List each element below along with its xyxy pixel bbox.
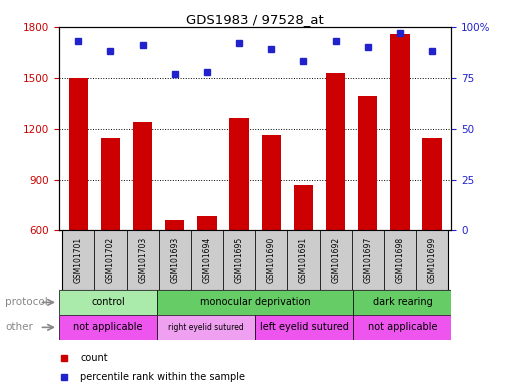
Text: dark rearing: dark rearing bbox=[372, 297, 432, 308]
Bar bbox=[159, 230, 191, 290]
Title: GDS1983 / 97528_at: GDS1983 / 97528_at bbox=[186, 13, 324, 26]
Text: not applicable: not applicable bbox=[368, 322, 437, 333]
Bar bbox=[255, 315, 353, 340]
Bar bbox=[59, 290, 157, 315]
Text: GSM101702: GSM101702 bbox=[106, 237, 115, 283]
Bar bbox=[62, 230, 94, 290]
Bar bbox=[358, 96, 378, 230]
Bar bbox=[384, 230, 416, 290]
Text: GSM101693: GSM101693 bbox=[170, 237, 180, 283]
Bar bbox=[352, 230, 384, 290]
Bar bbox=[101, 138, 120, 230]
Bar bbox=[255, 230, 287, 290]
Text: right eyelid sutured: right eyelid sutured bbox=[168, 323, 244, 332]
Text: GSM101692: GSM101692 bbox=[331, 237, 340, 283]
Text: GSM101697: GSM101697 bbox=[363, 237, 372, 283]
Text: count: count bbox=[80, 353, 108, 363]
Bar bbox=[157, 315, 255, 340]
Bar bbox=[223, 230, 255, 290]
Text: GSM101691: GSM101691 bbox=[299, 237, 308, 283]
Bar bbox=[423, 138, 442, 230]
Bar bbox=[294, 185, 313, 230]
Bar bbox=[69, 78, 88, 230]
Bar bbox=[287, 230, 320, 290]
Bar bbox=[127, 230, 159, 290]
Bar bbox=[320, 230, 352, 290]
Bar bbox=[59, 315, 157, 340]
Text: GSM101698: GSM101698 bbox=[396, 237, 404, 283]
Text: not applicable: not applicable bbox=[73, 322, 143, 333]
Text: GSM101690: GSM101690 bbox=[267, 237, 276, 283]
Bar bbox=[262, 136, 281, 230]
Bar bbox=[198, 216, 216, 230]
Bar bbox=[229, 118, 249, 230]
Bar bbox=[165, 220, 185, 230]
Text: GSM101694: GSM101694 bbox=[203, 237, 211, 283]
Bar bbox=[191, 230, 223, 290]
Bar bbox=[94, 230, 127, 290]
Text: control: control bbox=[91, 297, 125, 308]
Bar bbox=[157, 290, 353, 315]
Text: GSM101703: GSM101703 bbox=[138, 237, 147, 283]
Text: GSM101701: GSM101701 bbox=[74, 237, 83, 283]
Text: other: other bbox=[5, 322, 33, 333]
Bar bbox=[133, 122, 152, 230]
Text: percentile rank within the sample: percentile rank within the sample bbox=[80, 372, 245, 382]
Text: GSM101699: GSM101699 bbox=[428, 237, 437, 283]
Text: monocular deprivation: monocular deprivation bbox=[200, 297, 310, 308]
Text: protocol: protocol bbox=[5, 297, 48, 308]
Bar bbox=[390, 34, 409, 230]
Text: left eyelid sutured: left eyelid sutured bbox=[260, 322, 349, 333]
Bar bbox=[353, 290, 451, 315]
Bar bbox=[353, 315, 451, 340]
Text: GSM101695: GSM101695 bbox=[234, 237, 244, 283]
Bar bbox=[326, 73, 345, 230]
Bar bbox=[416, 230, 448, 290]
